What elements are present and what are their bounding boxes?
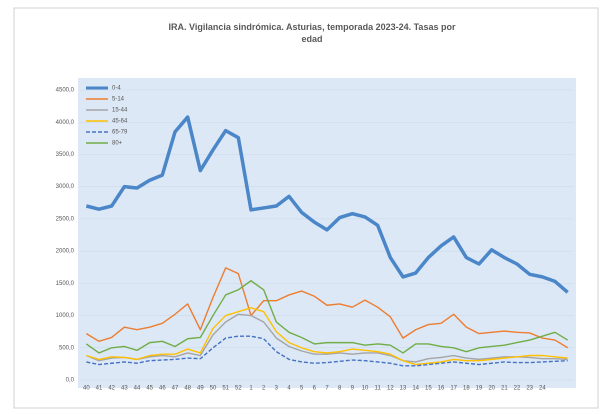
legend-label: 80+ [112,141,123,147]
series-line [86,335,568,367]
x-tick-label: 43 [121,386,128,392]
series-line [85,267,569,349]
x-tick-label: 7 [325,386,329,392]
legend-label: 45-64 [112,119,128,125]
y-tick-label: 500,0 [59,345,75,351]
x-tick-label: 49 [197,386,204,392]
x-tick-label: 41 [96,386,103,392]
y-tick-label: 1000,0 [56,313,75,319]
legend-label: 0-4 [112,86,121,92]
y-tick-label: 1500,0 [56,281,75,287]
y-tick-label: 3000,0 [56,184,75,190]
x-tick-label: 46 [159,386,166,392]
y-tick-label: 3500,0 [56,152,75,158]
x-tick-label: 13 [400,386,407,392]
y-tick-label: 4000,0 [56,120,75,126]
x-tick-label: 18 [463,386,470,392]
plot-area [78,78,576,388]
x-tick-label: 20 [488,386,495,392]
x-tick-label: 23 [526,386,533,392]
x-tick-label: 4 [287,386,291,392]
y-tick-label: 2000,0 [56,249,75,255]
x-tick-label: 22 [514,386,521,392]
x-tick-label: 42 [108,386,115,392]
x-tick-label: 12 [387,386,394,392]
series-line [86,313,568,363]
chart-title: IRA. Vigilancia sindrómica. Asturias, te… [169,22,456,44]
legend-label: 5-14 [112,97,125,103]
x-tick-label: 10 [362,386,369,392]
x-tick-label: 9 [351,386,355,392]
x-tick-label: 19 [476,386,483,392]
y-tick-label: 0,0 [66,378,75,384]
x-tick-label: 44 [134,386,141,392]
x-tick-label: 6 [313,386,317,392]
x-tick-label: 21 [501,386,508,392]
legend-label: 65-79 [112,130,128,136]
x-tick-label: 14 [412,386,419,392]
x-tick-label: 24 [539,386,546,392]
x-tick-label: 2 [262,386,266,392]
x-tick-label: 51 [222,386,229,392]
y-tick-label: 2500,0 [56,216,75,222]
x-tick-label: 48 [184,386,191,392]
x-tick-label: 1 [249,386,253,392]
y-tick-label: 4500,0 [56,88,75,94]
x-tick-label: 45 [146,386,153,392]
legend-label: 15-44 [112,108,128,114]
x-tick-label: 11 [375,386,382,392]
x-tick-label: 52 [235,386,242,392]
x-tick-label: 16 [438,386,445,392]
x-tick-label: 3 [275,386,279,392]
series-line [85,115,569,294]
series-line [85,280,569,354]
x-tick-label: 8 [338,386,342,392]
x-tick-label: 40 [83,386,90,392]
series-line [86,307,568,366]
x-tick-label: 47 [172,386,179,392]
x-tick-label: 5 [300,386,304,392]
x-tick-label: 15 [425,386,432,392]
x-tick-label: 17 [450,386,457,392]
x-tick-label: 50 [210,386,217,392]
